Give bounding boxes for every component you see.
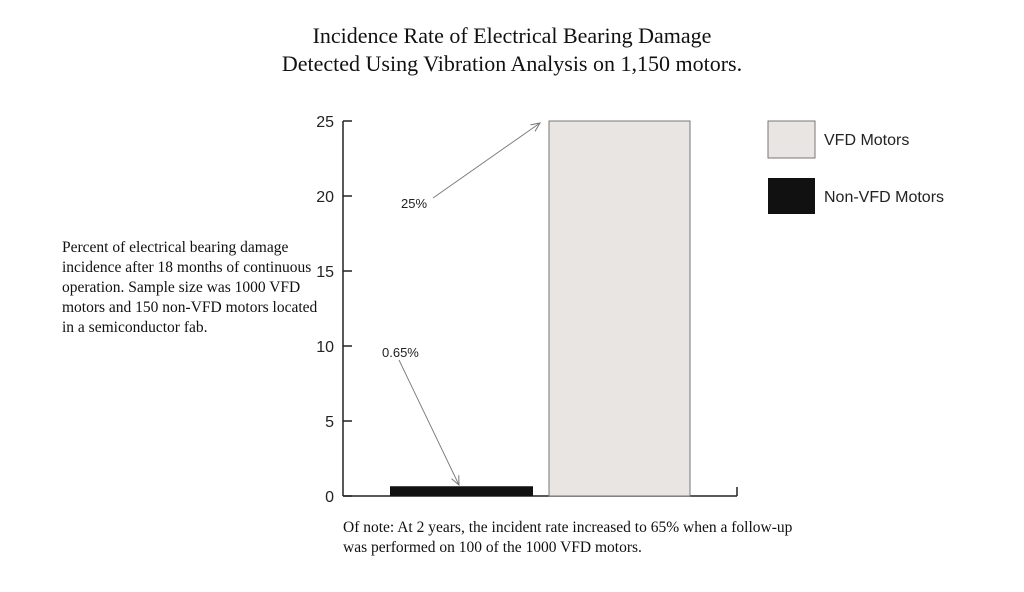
legend-label-non-vfd: Non-VFD Motors <box>824 189 944 206</box>
y-tick-label: 5 <box>325 414 334 431</box>
footnote: Of note: At 2 years, the incident rate i… <box>343 519 793 556</box>
y-tick-label: 15 <box>316 264 334 281</box>
annotation-vfd: 25% <box>401 196 427 211</box>
annotation-arrow-vfd <box>432 123 540 199</box>
y-tick-label: 0 <box>325 489 334 506</box>
chart-subtitle: Detected Using Vibration Analysis on 1,1… <box>281 51 743 76</box>
annotation-arrow-non-vfd <box>398 359 459 485</box>
bar-vfd <box>548 120 691 497</box>
y-tick-label: 10 <box>316 339 334 356</box>
side-description: Percent of electrical bearing damage inc… <box>62 239 318 336</box>
legend-swatch-vfd <box>767 120 816 159</box>
legend-swatch-non-vfd <box>768 178 815 214</box>
y-tick-label: 20 <box>316 189 334 206</box>
annotation-non-vfd: 0.65% <box>382 345 419 360</box>
chart-title: Incidence Rate of Electrical Bearing Dam… <box>312 23 712 48</box>
bar-non-vfd <box>390 486 533 496</box>
y-tick-label: 25 <box>316 114 334 131</box>
legend-label-vfd: VFD Motors <box>824 132 909 149</box>
